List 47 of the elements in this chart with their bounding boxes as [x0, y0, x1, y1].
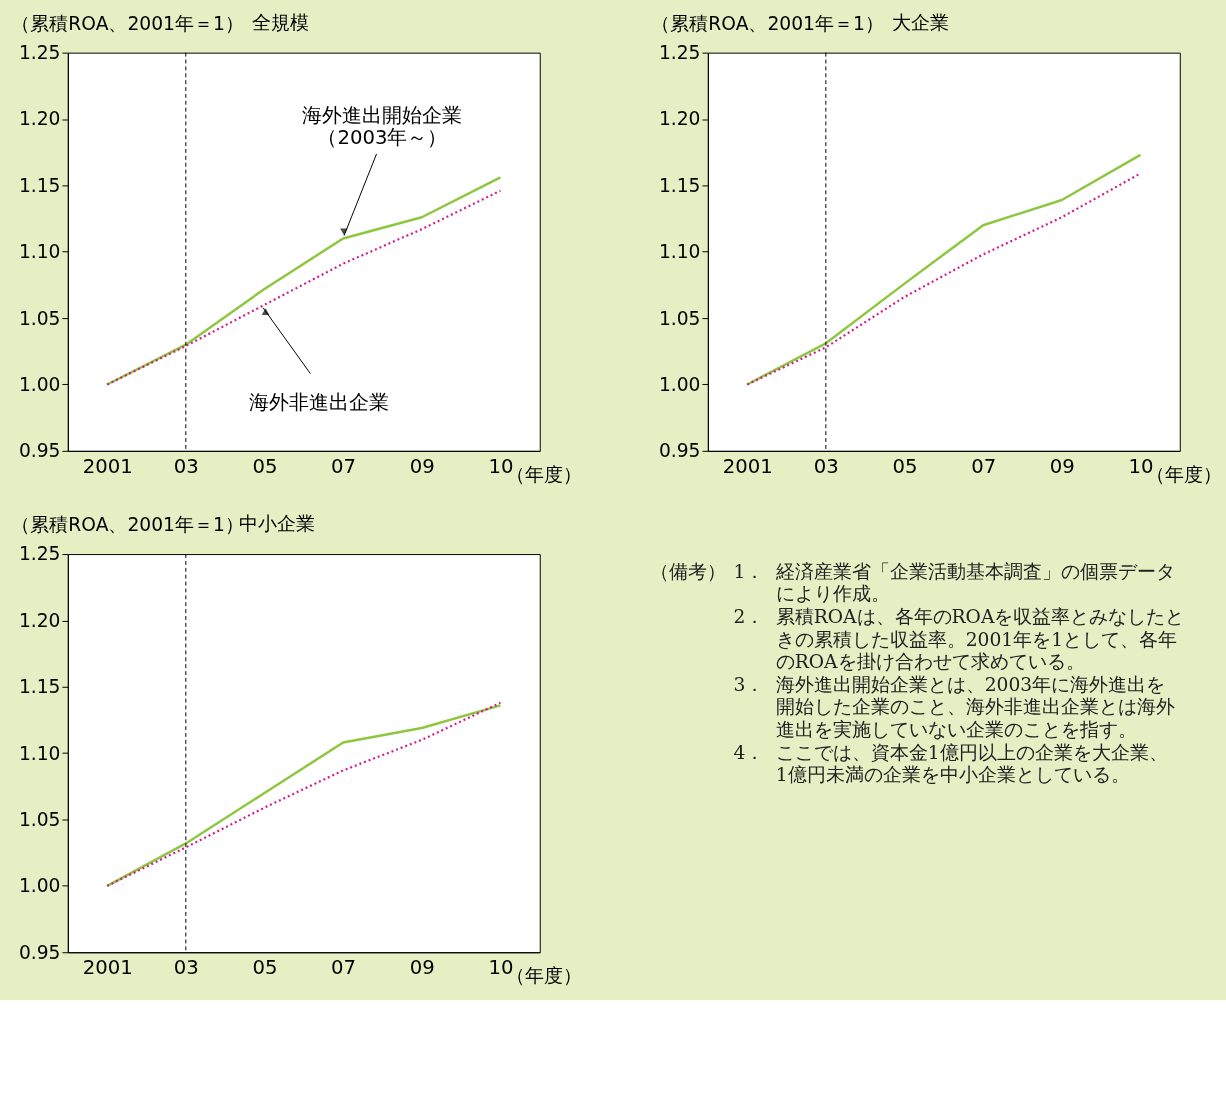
annotation: 海外進出開始企業（2003年～） [302, 104, 463, 150]
y-tick-label: 1.00 [18, 373, 61, 395]
y-tick-label: 1.10 [658, 241, 701, 263]
y-tick-label: 1.00 [658, 373, 701, 395]
x-tick-label: 05 [252, 454, 278, 478]
y-tick-label: 1.15 [658, 174, 701, 196]
y-tick-label: 1.15 [18, 174, 61, 196]
x-tick-label: 07 [971, 454, 997, 478]
y-tick-label: 1.20 [18, 108, 61, 130]
y-tick-label: 1.15 [18, 676, 61, 698]
x-tick-label: 07 [331, 956, 357, 980]
chart-title: 大企業 [891, 12, 949, 34]
y-tick-label: 0.95 [18, 941, 61, 963]
y-tick-label: 0.95 [658, 440, 701, 462]
x-tick-label: 03 [173, 454, 199, 478]
text: （備考） [649, 560, 726, 582]
y-tick-label: 1.20 [18, 609, 61, 631]
y-tick-label: 1.25 [18, 543, 61, 565]
y-tick-label: 1.05 [18, 307, 61, 329]
y-tick-label: 1.10 [18, 742, 61, 764]
y-axis-title: （累積ROA、2001年＝1） [651, 12, 884, 34]
y-tick-label: 0.95 [18, 440, 61, 462]
x-tick-label: 2001 [722, 454, 773, 478]
x-tick-label: 05 [252, 956, 278, 980]
y-tick-label: 1.25 [18, 42, 61, 64]
text: 3．海外進出開始企業とは、2003年に海外進出を開始した企業のこと、海外非進出企業とは海外進出を実施していない企業のことを指す。 [733, 673, 1175, 740]
x-tick-label: 03 [813, 454, 839, 478]
x-tick-label: 09 [1049, 454, 1075, 478]
y-tick-label: 1.00 [18, 875, 61, 897]
y-tick-label: 1.05 [18, 808, 61, 830]
x-tick-label: 2001 [82, 454, 133, 478]
y-tick-label: 1.25 [658, 42, 701, 64]
annotation: 海外非進出企業 [248, 391, 389, 415]
y-tick-label: 1.10 [18, 241, 61, 263]
chart-title: 全規模 [251, 12, 309, 34]
x-tick-label: 2001 [82, 956, 133, 980]
x-tick-label: 09 [409, 454, 435, 478]
text: 4．ここでは、資本金1億円以上の企業を大企業、1億円未満の企業を中小企業としている。 [733, 741, 1168, 786]
x-tick-label: 07 [331, 454, 357, 478]
y-tick-label: 1.20 [658, 108, 701, 130]
x-tick-label: 09 [409, 956, 435, 980]
y-tick-label: 1.05 [658, 307, 701, 329]
text: 2．累積ROAは、各年のROAを収益率とみなしたときの累積した収益率。2001年を1として、各年のROAを掛け合わせて求めている。 [733, 605, 1185, 673]
text: 1．経済産業省「企業活動基本調査」の個票データにより作成。 [733, 560, 1175, 605]
y-axis-title: （累積ROA、2001年＝1） [11, 12, 244, 34]
x-tick-label: 03 [173, 956, 199, 980]
x-tick-label: 05 [892, 454, 918, 478]
